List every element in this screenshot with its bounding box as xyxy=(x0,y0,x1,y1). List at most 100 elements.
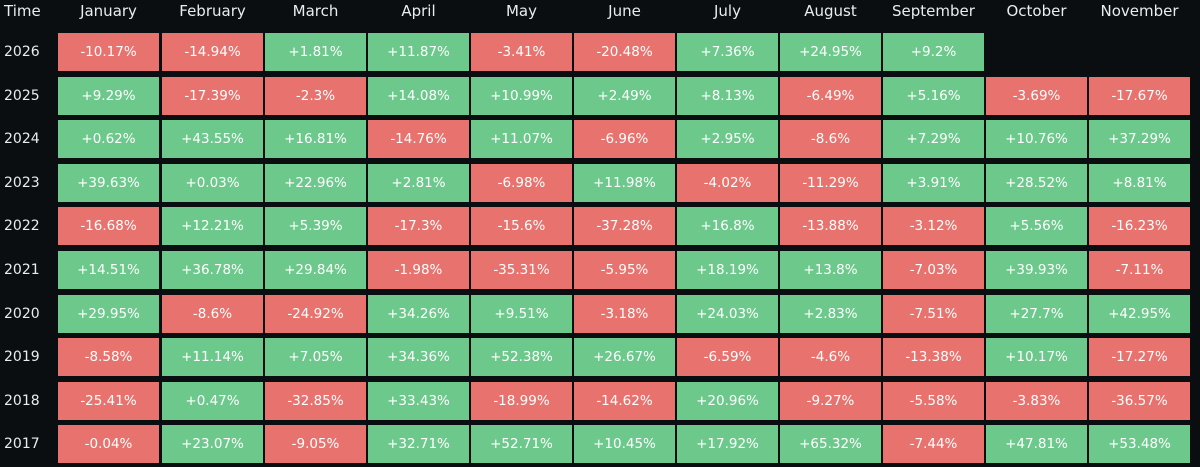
row-year-label: 2024 xyxy=(4,131,40,148)
return-cell: +7.36% xyxy=(677,33,778,71)
header-month-october: October xyxy=(1006,2,1067,20)
return-cell: +26.67% xyxy=(574,338,675,377)
return-cell: +65.32% xyxy=(780,425,881,464)
return-cell: -3.83% xyxy=(986,381,1087,420)
row-year-label: 2019 xyxy=(4,349,40,366)
return-cell: +36.78% xyxy=(162,251,263,289)
return-cell: -13.88% xyxy=(780,207,881,246)
return-cell xyxy=(1089,33,1190,71)
return-cell: +12.21% xyxy=(162,207,263,246)
header-month-march: March xyxy=(292,2,339,20)
return-cell: +7.05% xyxy=(265,338,366,377)
return-cell: -8.6% xyxy=(780,120,881,159)
return-cell: +43.55% xyxy=(162,120,263,159)
return-cell: -32.85% xyxy=(265,381,366,420)
return-cell: +2.95% xyxy=(677,120,778,159)
return-cell: +7.29% xyxy=(883,120,984,159)
return-cell: +33.43% xyxy=(368,381,469,420)
return-cell: +5.39% xyxy=(265,207,366,246)
return-cell: +52.71% xyxy=(471,425,572,464)
return-cell: -3.41% xyxy=(471,33,572,71)
return-cell: +16.81% xyxy=(265,120,366,159)
row-year-label: 2023 xyxy=(4,174,40,191)
header-month-september: September xyxy=(892,2,975,20)
return-cell: +39.63% xyxy=(58,163,159,202)
return-cell: +0.47% xyxy=(162,381,263,420)
return-cell: +29.84% xyxy=(265,251,366,289)
return-cell: -17.67% xyxy=(1089,76,1190,115)
return-cell: +3.91% xyxy=(883,163,984,202)
return-cell: -9.05% xyxy=(265,425,366,464)
return-cell: +10.17% xyxy=(986,338,1087,377)
return-cell: -6.96% xyxy=(574,120,675,159)
return-cell: -18.99% xyxy=(471,381,572,420)
return-cell: -37.28% xyxy=(574,207,675,246)
header-month-november: November xyxy=(1100,2,1179,20)
return-cell: -1.98% xyxy=(368,251,469,289)
row-year-label: 2018 xyxy=(4,392,40,409)
row-year-label: 2017 xyxy=(4,436,40,453)
return-cell: -14.94% xyxy=(162,33,263,71)
row-year-label: 2021 xyxy=(4,262,40,278)
return-cell: +47.81% xyxy=(986,425,1087,464)
row-year-label: 2025 xyxy=(4,87,40,104)
return-cell: +2.49% xyxy=(574,76,675,115)
return-cell: +16.8% xyxy=(677,207,778,246)
return-cell: +11.07% xyxy=(471,120,572,159)
return-cell: +1.81% xyxy=(265,33,366,71)
return-cell: +5.56% xyxy=(986,207,1087,246)
return-cell: +17.92% xyxy=(677,425,778,464)
return-cell: -5.58% xyxy=(883,381,984,420)
return-cell: -5.95% xyxy=(574,251,675,289)
return-cell: +9.2% xyxy=(883,33,984,71)
return-cell: -2.3% xyxy=(265,76,366,115)
return-cell: -36.57% xyxy=(1089,381,1190,420)
return-cell: +27.7% xyxy=(986,294,1087,333)
return-cell: +11.98% xyxy=(574,163,675,202)
return-cell: -4.02% xyxy=(677,163,778,202)
return-cell: +8.13% xyxy=(677,76,778,115)
return-cell: -8.6% xyxy=(162,294,263,333)
header-time: Time xyxy=(4,2,41,20)
return-cell: -13.38% xyxy=(883,338,984,377)
return-cell: +29.95% xyxy=(58,294,159,333)
return-cell: +9.51% xyxy=(471,294,572,333)
return-cell: -20.48% xyxy=(574,33,675,71)
return-cell: +8.81% xyxy=(1089,163,1190,202)
return-cell: +0.03% xyxy=(162,163,263,202)
return-cell: -8.58% xyxy=(58,338,159,377)
return-cell: +0.62% xyxy=(58,120,159,159)
return-cell: +37.29% xyxy=(1089,120,1190,159)
return-cell: -15.6% xyxy=(471,207,572,246)
return-cell: -3.69% xyxy=(986,76,1087,115)
return-cell: +32.71% xyxy=(368,425,469,464)
return-cell: -6.59% xyxy=(677,338,778,377)
return-cell: -3.12% xyxy=(883,207,984,246)
header-month-january: January xyxy=(80,2,137,20)
return-cell: +13.8% xyxy=(780,251,881,289)
return-cell: +23.07% xyxy=(162,425,263,464)
return-cell: +34.36% xyxy=(368,338,469,377)
return-cell: -35.31% xyxy=(471,251,572,289)
return-cell: +2.83% xyxy=(780,294,881,333)
row-year-label: 2022 xyxy=(4,218,40,235)
return-cell: -11.29% xyxy=(780,163,881,202)
return-cell: +10.45% xyxy=(574,425,675,464)
header-month-june: June xyxy=(608,2,641,20)
header-month-february: February xyxy=(179,2,246,20)
return-cell: -7.03% xyxy=(883,251,984,289)
return-cell: +2.81% xyxy=(368,163,469,202)
return-cell: +9.29% xyxy=(58,76,159,115)
return-cell: -4.6% xyxy=(780,338,881,377)
return-cell: -10.17% xyxy=(58,33,159,71)
return-cell: -6.98% xyxy=(471,163,572,202)
return-cell: -9.27% xyxy=(780,381,881,420)
return-cell: +14.51% xyxy=(58,251,159,289)
return-cell: +53.48% xyxy=(1089,425,1190,464)
header-month-august: August xyxy=(804,2,857,20)
return-cell: +14.08% xyxy=(368,76,469,115)
return-cell: +28.52% xyxy=(986,163,1087,202)
return-cell: +11.14% xyxy=(162,338,263,377)
return-cell: +24.03% xyxy=(677,294,778,333)
header-month-april: April xyxy=(401,2,436,20)
